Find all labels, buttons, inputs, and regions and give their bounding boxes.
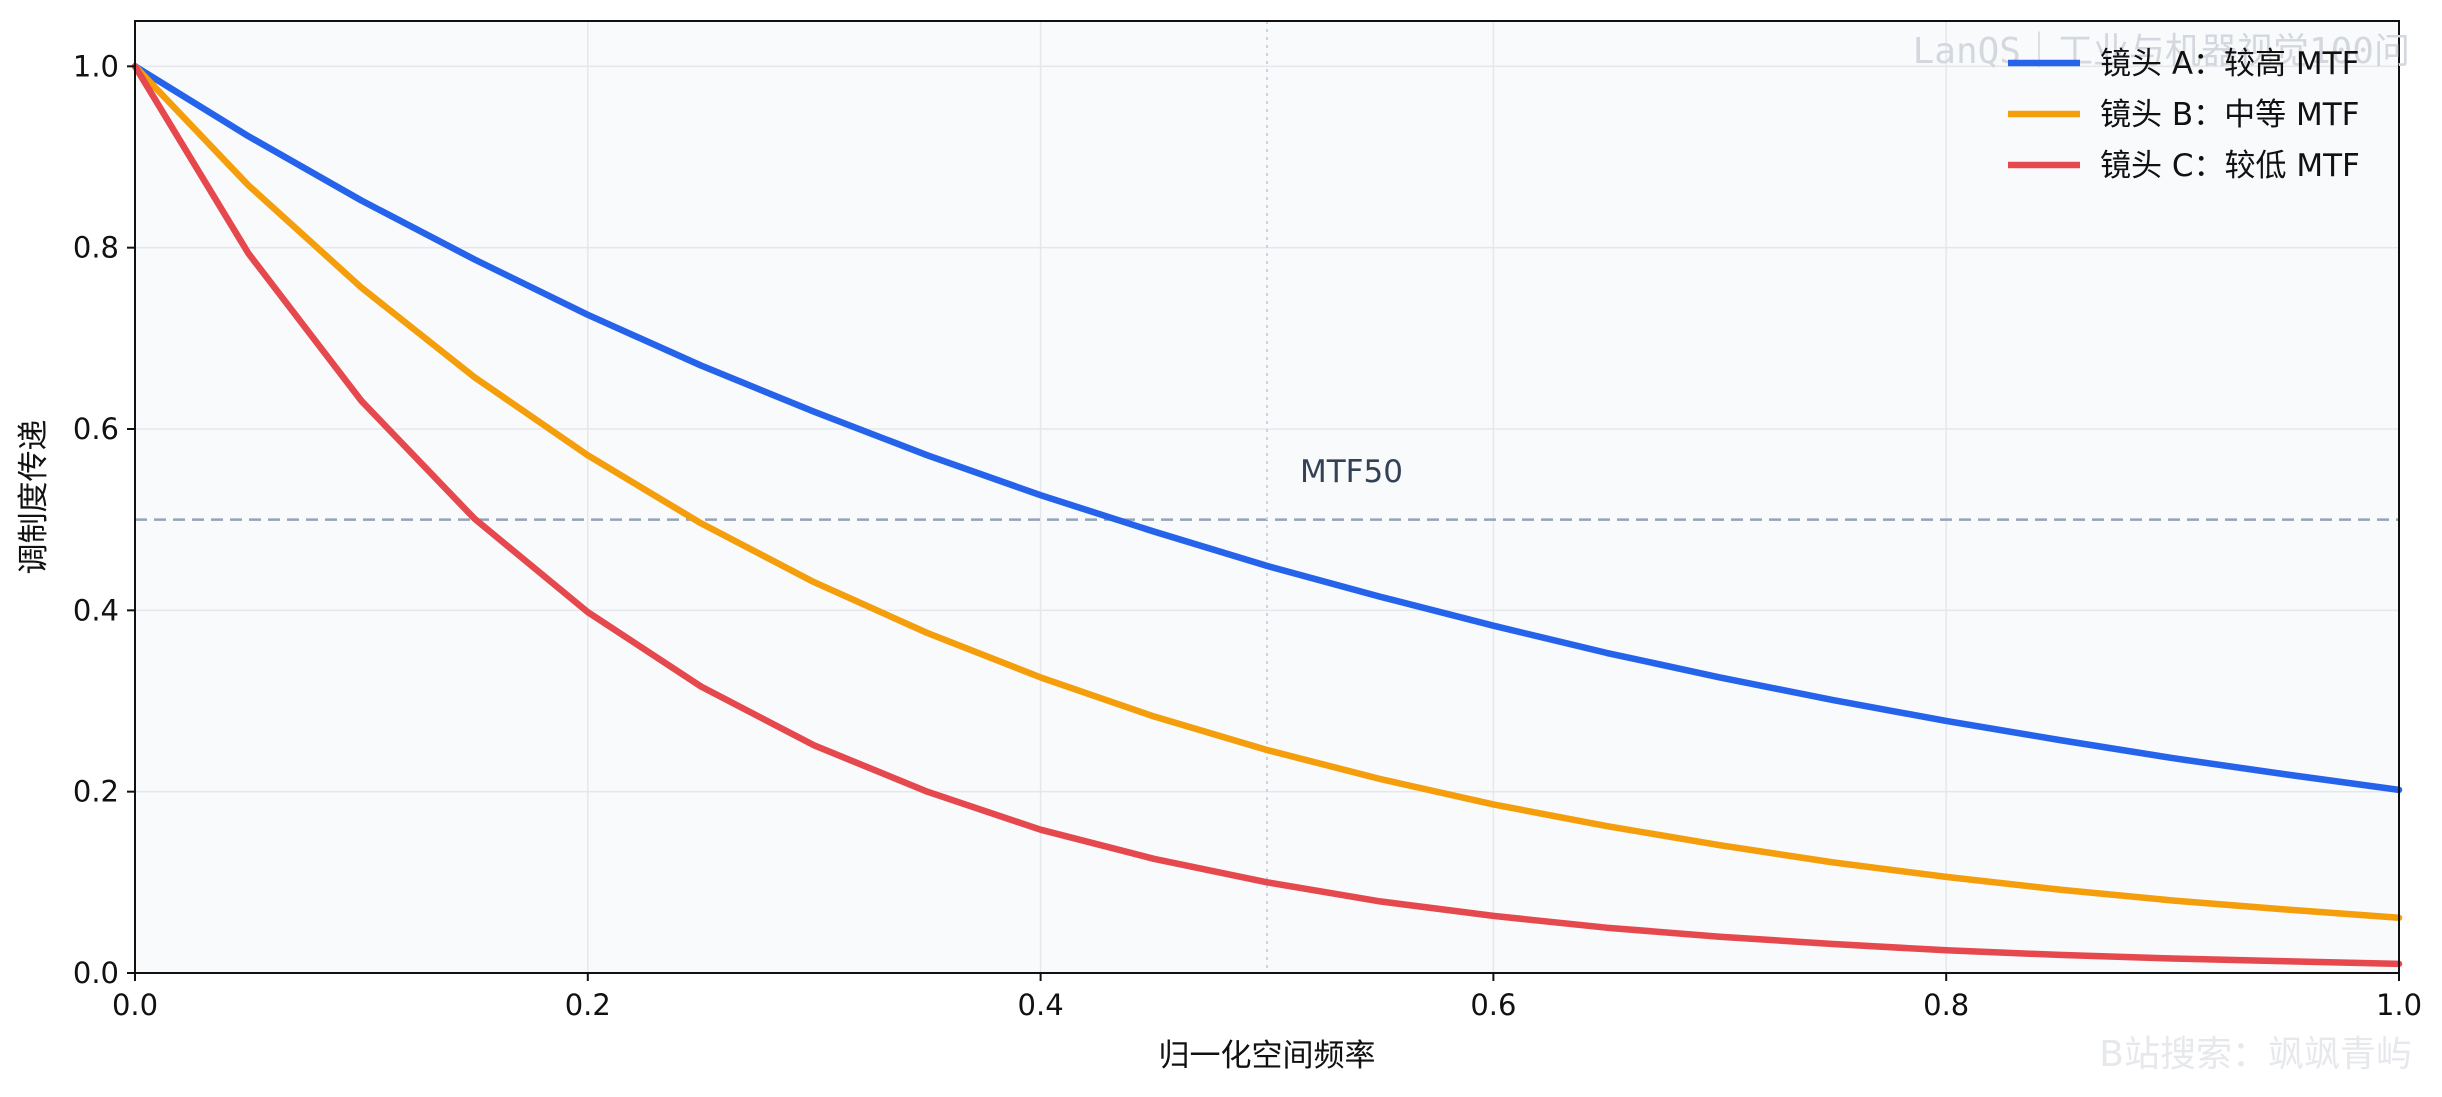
legend-label-0: 镜头 A：较高 MTF [2100, 46, 2359, 82]
y-tick-label-0: 0.0 [73, 956, 119, 990]
plot-frame [134, 20, 2400, 974]
reference-lines [135, 21, 2399, 973]
y-tick-label-3: 0.6 [73, 412, 119, 446]
y-axis-ticks: 0.0 0.2 0.4 0.6 0.8 1.0 [73, 49, 135, 990]
series-group [131, 63, 2403, 968]
x-tick-label-1: 0.2 [565, 988, 611, 1022]
x-tick-label-4: 0.8 [1923, 988, 1969, 1022]
x-tick-label-5: 1.0 [2376, 988, 2422, 1022]
y-axis-title: 调制度传递 [16, 420, 52, 575]
y-tick-label-4: 0.8 [73, 231, 119, 265]
series-line-2 [131, 63, 2403, 968]
x-tick-label-3: 0.6 [1470, 988, 1516, 1022]
x-tick-label-2: 0.4 [1018, 988, 1064, 1022]
series-line-1 [131, 63, 2403, 921]
x-axis-ticks: 0.0 0.2 0.4 0.6 0.8 1.0 [112, 973, 2422, 1022]
mtf50-annotation: MTF50 [1300, 454, 1403, 490]
watermark-bottom: B站搜索：飒飒青屿 [2099, 1034, 2412, 1075]
legend: 镜头 A：较高 MTF 镜头 B：中等 MTF 镜头 C：较低 MTF [2008, 46, 2360, 184]
x-axis-title: 归一化空间频率 [1159, 1038, 1376, 1074]
y-tick-label-1: 0.2 [73, 775, 119, 809]
x-tick-label-0: 0.0 [112, 988, 158, 1022]
legend-label-1: 镜头 B：中等 MTF [2100, 97, 2360, 133]
series-line-0 [131, 63, 2403, 794]
y-tick-label-2: 0.4 [73, 593, 119, 627]
watermark-top: LanQS｜工业与机器视觉100问 [1913, 31, 2410, 72]
legend-label-2: 镜头 C：较低 MTF [2100, 148, 2360, 184]
y-tick-label-5: 1.0 [73, 49, 119, 83]
